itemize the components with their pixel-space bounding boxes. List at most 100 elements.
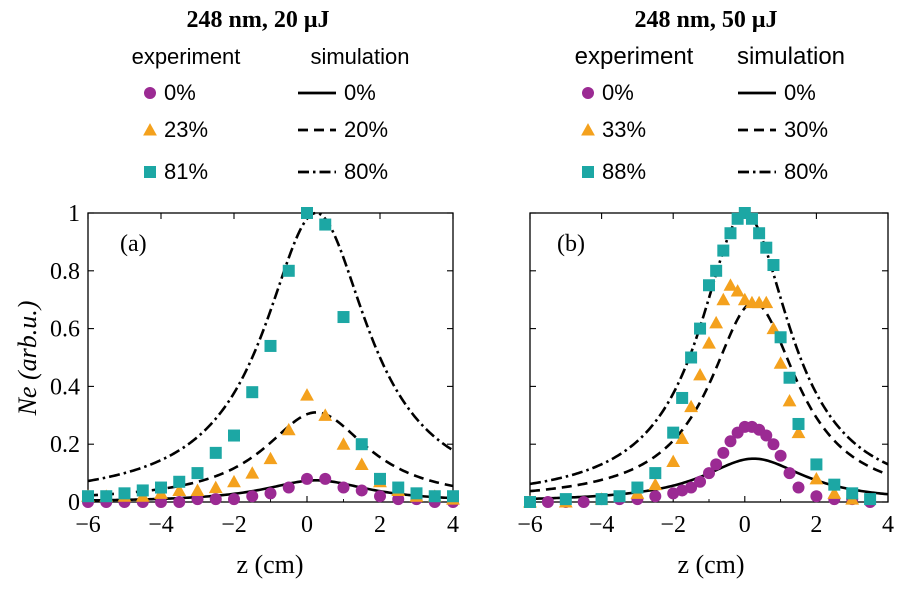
panel-a-legend: 0% 0% 23% 20% 81% 80% bbox=[143, 80, 388, 184]
panel-a-data-point-square bbox=[136, 484, 149, 497]
legend-simulation-label: 0% bbox=[784, 80, 816, 105]
panel-b-data-point-square bbox=[667, 426, 680, 439]
panel-a-xlabel: z (cm) bbox=[236, 550, 303, 579]
panel-b-label: (b) bbox=[557, 231, 585, 257]
panel-b-data-point-square bbox=[774, 331, 787, 344]
panel-b-data-point-square bbox=[694, 322, 707, 335]
panel-b-data-point-triangle bbox=[791, 425, 806, 439]
panel-a-data-point-triangle bbox=[300, 388, 314, 401]
panel-b-data-point-square bbox=[613, 490, 626, 503]
legend-experiment-label: 88% bbox=[602, 159, 646, 184]
panel-b-data-point-circle bbox=[724, 435, 737, 448]
panel-a-ytick-label: 1 bbox=[68, 201, 80, 227]
legend-experiment-label: 23% bbox=[164, 117, 208, 142]
panel-b-data-point-square bbox=[783, 371, 796, 384]
panel-b-data-point-circle bbox=[760, 429, 773, 442]
panel-a-data-point-square bbox=[428, 490, 441, 503]
panel-a-data-point-square bbox=[301, 207, 313, 219]
legend-marker-circle bbox=[144, 87, 156, 99]
panel-b-plot-area: −6 −4 −2 0 2 4 bbox=[517, 207, 894, 538]
panel-b-data-point-triangle bbox=[809, 471, 824, 485]
panel-b-data-point-circle bbox=[541, 496, 554, 508]
panel-b-data-point-square bbox=[767, 259, 780, 272]
panel-b-legend-experiment-header: experiment bbox=[575, 43, 694, 70]
panel-a-ytick-label: 0.8 bbox=[50, 259, 80, 285]
panel-a-data-point-square bbox=[228, 429, 240, 442]
panel-a-plot-area: −6 −4 −2 0 2 4 0 0.2 0.4 0.6 0.8 1 bbox=[50, 201, 460, 538]
panel-b-data-point-square bbox=[717, 244, 730, 257]
panel-a-data-point-triangle bbox=[336, 437, 351, 450]
panel-b-data-point-circle bbox=[703, 467, 715, 480]
panel-b-data-point-triangle bbox=[675, 431, 690, 444]
panel-a-data-point-circle bbox=[246, 490, 259, 503]
panel-a-data-point-square bbox=[447, 490, 459, 503]
panel-b-data-point-square bbox=[703, 279, 715, 292]
legend-simulation-label: 80% bbox=[344, 159, 388, 184]
panel-b-xtick-label: 0 bbox=[739, 512, 751, 538]
panel-b-title: 248 nm, 50 μJ bbox=[635, 7, 778, 33]
panel-b-simulation-curve-dashed bbox=[529, 301, 889, 493]
panel-b-data-point-circle bbox=[694, 475, 707, 488]
panel-b-data-point-square bbox=[631, 481, 644, 494]
panel-a-ytick-label: 0.6 bbox=[50, 317, 80, 343]
legend-simulation-label: 30% bbox=[784, 117, 828, 142]
panel-b-data-point-triangle bbox=[693, 367, 707, 381]
panel-b-xtick-label: 2 bbox=[810, 512, 822, 538]
panel-a-simulation-curve-dashed bbox=[87, 411, 454, 497]
panel-b-data-point-triangle bbox=[723, 278, 738, 291]
panel-b-data-point-square bbox=[760, 241, 773, 254]
panel-b-data-point-triangle bbox=[773, 356, 788, 369]
panel-a-data-point-square bbox=[82, 490, 94, 503]
panel-a-data-point-square bbox=[246, 386, 259, 399]
panel-b-data-point-triangle bbox=[648, 477, 663, 491]
panel-a-ytick-label: 0 bbox=[68, 490, 80, 516]
panel-b-data-point-square bbox=[724, 227, 737, 240]
panel-a-xtick-label: 4 bbox=[447, 512, 459, 538]
panel-b-data-point-square bbox=[524, 496, 536, 508]
panel-a-ylabel: Ne (arb.u.) bbox=[13, 301, 42, 417]
panel-b-xtick-label: −2 bbox=[660, 512, 686, 538]
panel-a-data-point-triangle bbox=[263, 451, 278, 465]
panel-a-data-point-triangle bbox=[208, 480, 223, 494]
panel-b-data-point-circle bbox=[774, 449, 787, 462]
panel-b-data-point-square bbox=[676, 391, 689, 404]
panel-a-data-point-square bbox=[337, 311, 350, 324]
panel-a-legend-experiment-header: experiment bbox=[132, 44, 241, 69]
panel-b-data-point-square bbox=[792, 417, 805, 430]
panel-a-data-point-square bbox=[191, 467, 204, 480]
panel-b-data-point-square bbox=[559, 493, 572, 506]
panel-b: 248 nm, 50 μJ experiment simulation 0% 0%… bbox=[517, 7, 894, 579]
panel-b-xtick-label: −6 bbox=[517, 512, 543, 538]
panel-a-data-point-triangle bbox=[281, 422, 296, 436]
legend-simulation-label: 0% bbox=[344, 80, 376, 105]
panel-a-data-point-circle bbox=[155, 496, 167, 508]
legend-marker-square bbox=[582, 166, 594, 178]
panel-b-data-point-triangle bbox=[666, 454, 681, 468]
panel-b-data-point-square bbox=[864, 493, 877, 506]
panel-a-xtick-label: 0 bbox=[301, 512, 313, 538]
panel-a-data-point-square bbox=[282, 264, 295, 277]
panel-b-xtick-label: 4 bbox=[882, 512, 894, 538]
panel-a-data-point-triangle bbox=[190, 483, 205, 496]
panel-b-data-point-square bbox=[846, 487, 859, 500]
panel-a-data-point-square bbox=[410, 487, 423, 500]
panel-b-data-point-square bbox=[710, 264, 723, 277]
panel-b-data-point-circle bbox=[717, 446, 730, 459]
panel-b-data-point-circle bbox=[767, 438, 780, 451]
panel-b-xlabel: z (cm) bbox=[677, 550, 744, 579]
panel-a-data-point-square bbox=[319, 218, 332, 231]
panel-b-legend: 0% 0% 33% 30% 88% 80% bbox=[581, 80, 828, 184]
panel-b-data-point-square bbox=[745, 212, 758, 225]
panel-a-data-point-circle bbox=[392, 493, 405, 506]
panel-a-data-point-square bbox=[355, 438, 368, 451]
panel-a-data-point-triangle bbox=[245, 466, 260, 479]
panel-b-data-point-circle bbox=[710, 458, 723, 471]
panel-b-data-point-circle bbox=[649, 490, 662, 503]
panel-b-data-point-circle bbox=[577, 496, 590, 508]
panel-a-data-point-circle bbox=[374, 490, 386, 503]
panel-b-data-point-square bbox=[810, 458, 823, 471]
panel-b-data-point-triangle bbox=[684, 399, 698, 413]
legend-marker-triangle bbox=[581, 123, 595, 136]
panel-a-data-point-square bbox=[155, 481, 167, 494]
